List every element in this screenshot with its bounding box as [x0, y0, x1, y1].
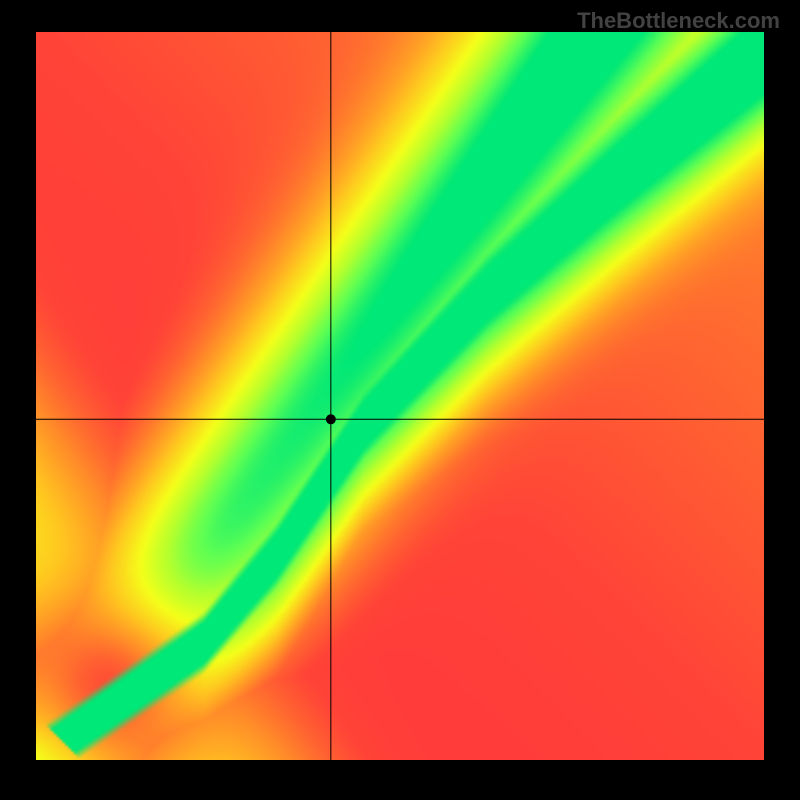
- heatmap-canvas: [36, 32, 764, 760]
- bottleneck-heatmap: [36, 32, 764, 760]
- watermark-text: TheBottleneck.com: [577, 8, 780, 34]
